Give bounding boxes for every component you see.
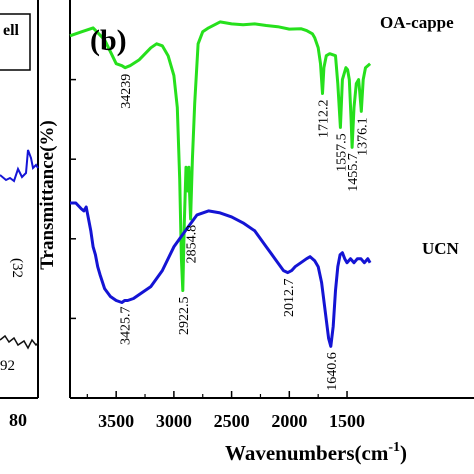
x-tick-label-4: 1500 <box>329 411 365 431</box>
peak-label-5: 1455.7 <box>346 153 361 192</box>
peak-label-9: 1640.6 <box>325 352 340 391</box>
x-tick-label-2: 2500 <box>214 411 250 431</box>
ftir-chart-b: 3500 3000 2500 2000 1500 34239 2922.5 2854.8 17… <box>37 0 474 465</box>
x-tick-label-0: 3500 <box>98 411 134 431</box>
peak-label-8: 2012.7 <box>282 279 297 318</box>
left-legend-text: ell <box>3 22 20 39</box>
y-axis-label: Transmittance(%) <box>37 120 58 270</box>
left-blue-trace <box>0 149 39 183</box>
series-line-0 <box>69 20 372 292</box>
chart-axes: 3500 3000 2500 2000 1500 <box>69 0 474 431</box>
annotation-layer: 34239 2922.5 2854.8 1712.21557.51455.71376.… <box>119 74 371 391</box>
peak-label-3: 1712.2 <box>317 99 332 138</box>
x-axis-label: Wavenumbers(cm-1) <box>225 440 407 465</box>
peak-label-1: 2922.5 <box>177 296 192 335</box>
left-x-tick-label: 80 <box>9 410 27 430</box>
series-layer <box>69 20 372 348</box>
x-tick-label-3: 2000 <box>271 411 307 431</box>
peak-label-4: 1557.5 <box>334 133 349 172</box>
peak-label-6: 1376.1 <box>355 117 370 155</box>
legend-series-oa: OA-cappe <box>380 13 454 32</box>
peak-label-2: 2854.8 <box>185 225 200 264</box>
left-peak-label-1: (32 <box>9 258 25 278</box>
series-line-1 <box>70 201 372 348</box>
legend-series-ucn: UCN <box>422 239 460 258</box>
left-peak-label-2: 92 <box>0 358 15 374</box>
left-black-trace <box>0 334 39 350</box>
peak-label-0: 34239 <box>119 74 134 109</box>
peak-label-7: 3425.7 <box>119 306 134 345</box>
left-legend-box <box>0 13 31 71</box>
x-tick-label-1: 3000 <box>156 411 192 431</box>
panel-label: (b) <box>90 24 127 57</box>
left-panel: ell (32 92 80 <box>0 0 39 430</box>
